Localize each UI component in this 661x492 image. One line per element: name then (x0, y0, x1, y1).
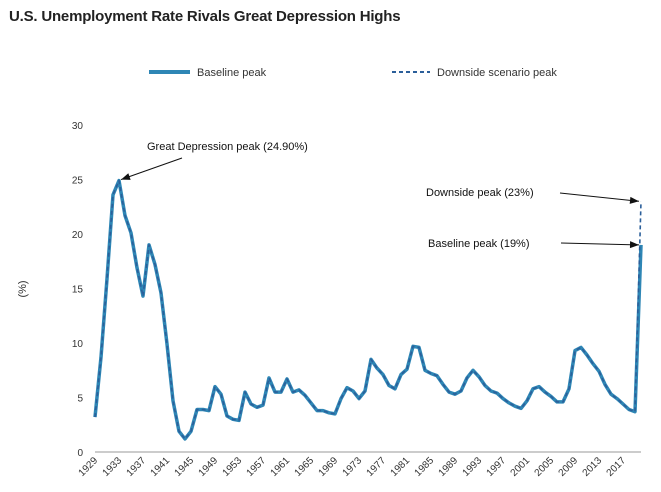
y-tick-label: 30 (72, 121, 84, 132)
x-tick-labels: 1929 1933 1937 1941 1945 1949 1953 1957 1961 1965… (77, 455, 629, 479)
annotation-arrowhead-great-depression (121, 173, 131, 180)
y-tick-label: 10 (72, 339, 84, 350)
annotation-baseline-peak: Baseline peak (19%) (428, 238, 530, 250)
x-tick-label: 1933 (101, 455, 125, 479)
annotation-arrowhead-baseline (629, 241, 639, 249)
x-tick-label: 1993 (461, 455, 485, 479)
x-tick-label: 2009 (557, 455, 581, 479)
x-tick-label: 1953 (221, 455, 245, 479)
x-tick-label: 1973 (341, 455, 365, 479)
annotation-arrow-great-depression (120, 157, 183, 181)
y-tick-label: 5 (77, 394, 83, 405)
series-line-baseline (93, 178, 643, 441)
y-tick-label: 15 (72, 285, 84, 296)
x-tick-label: 2017 (605, 455, 629, 479)
x-tick-label: 1937 (125, 455, 149, 479)
x-tick-label: 2001 (509, 455, 533, 479)
x-tick-label: 1945 (173, 455, 197, 479)
x-tick-label: 1981 (389, 455, 413, 479)
y-tick-label: 25 (72, 176, 84, 187)
x-tick-label: 1949 (197, 455, 221, 479)
x-tick-label: 1969 (317, 455, 341, 479)
x-tick-label: 1961 (269, 455, 293, 479)
x-tick-label: 1957 (245, 455, 269, 479)
y-tick-label: 20 (72, 230, 84, 241)
x-tick-label: 1941 (149, 455, 173, 479)
chart-title: U.S. Unemployment Rate Rivals Great Depr… (9, 8, 401, 25)
annotation-great-depression-peak: Great Depression peak (24.90%) (147, 141, 308, 153)
y-tick-label: 0 (77, 448, 83, 459)
legend: Baseline peak Downside scenario peak (149, 67, 557, 79)
x-tick-label: 1965 (293, 455, 317, 479)
y-tick-labels: 0 5 10 15 20 25 30 (72, 121, 84, 459)
x-tick-label: 1997 (485, 455, 509, 479)
x-tick-label: 1989 (437, 455, 461, 479)
x-tick-label: 2013 (581, 455, 605, 479)
annotation-arrow-baseline (560, 242, 640, 246)
y-axis-label: (%) (17, 280, 29, 297)
x-tick-label: 1985 (413, 455, 437, 479)
legend-label-downside: Downside scenario peak (437, 67, 557, 79)
annotations: Great Depression peak (24.90%) Downside … (120, 141, 640, 250)
annotation-arrow-downside (559, 192, 640, 202)
annotation-arrowhead-downside (629, 196, 639, 204)
legend-label-baseline: Baseline peak (197, 67, 267, 79)
annotation-downside-peak: Downside peak (23%) (426, 187, 534, 199)
x-tick-label: 2005 (533, 455, 557, 479)
x-tick-label: 1977 (365, 455, 389, 479)
